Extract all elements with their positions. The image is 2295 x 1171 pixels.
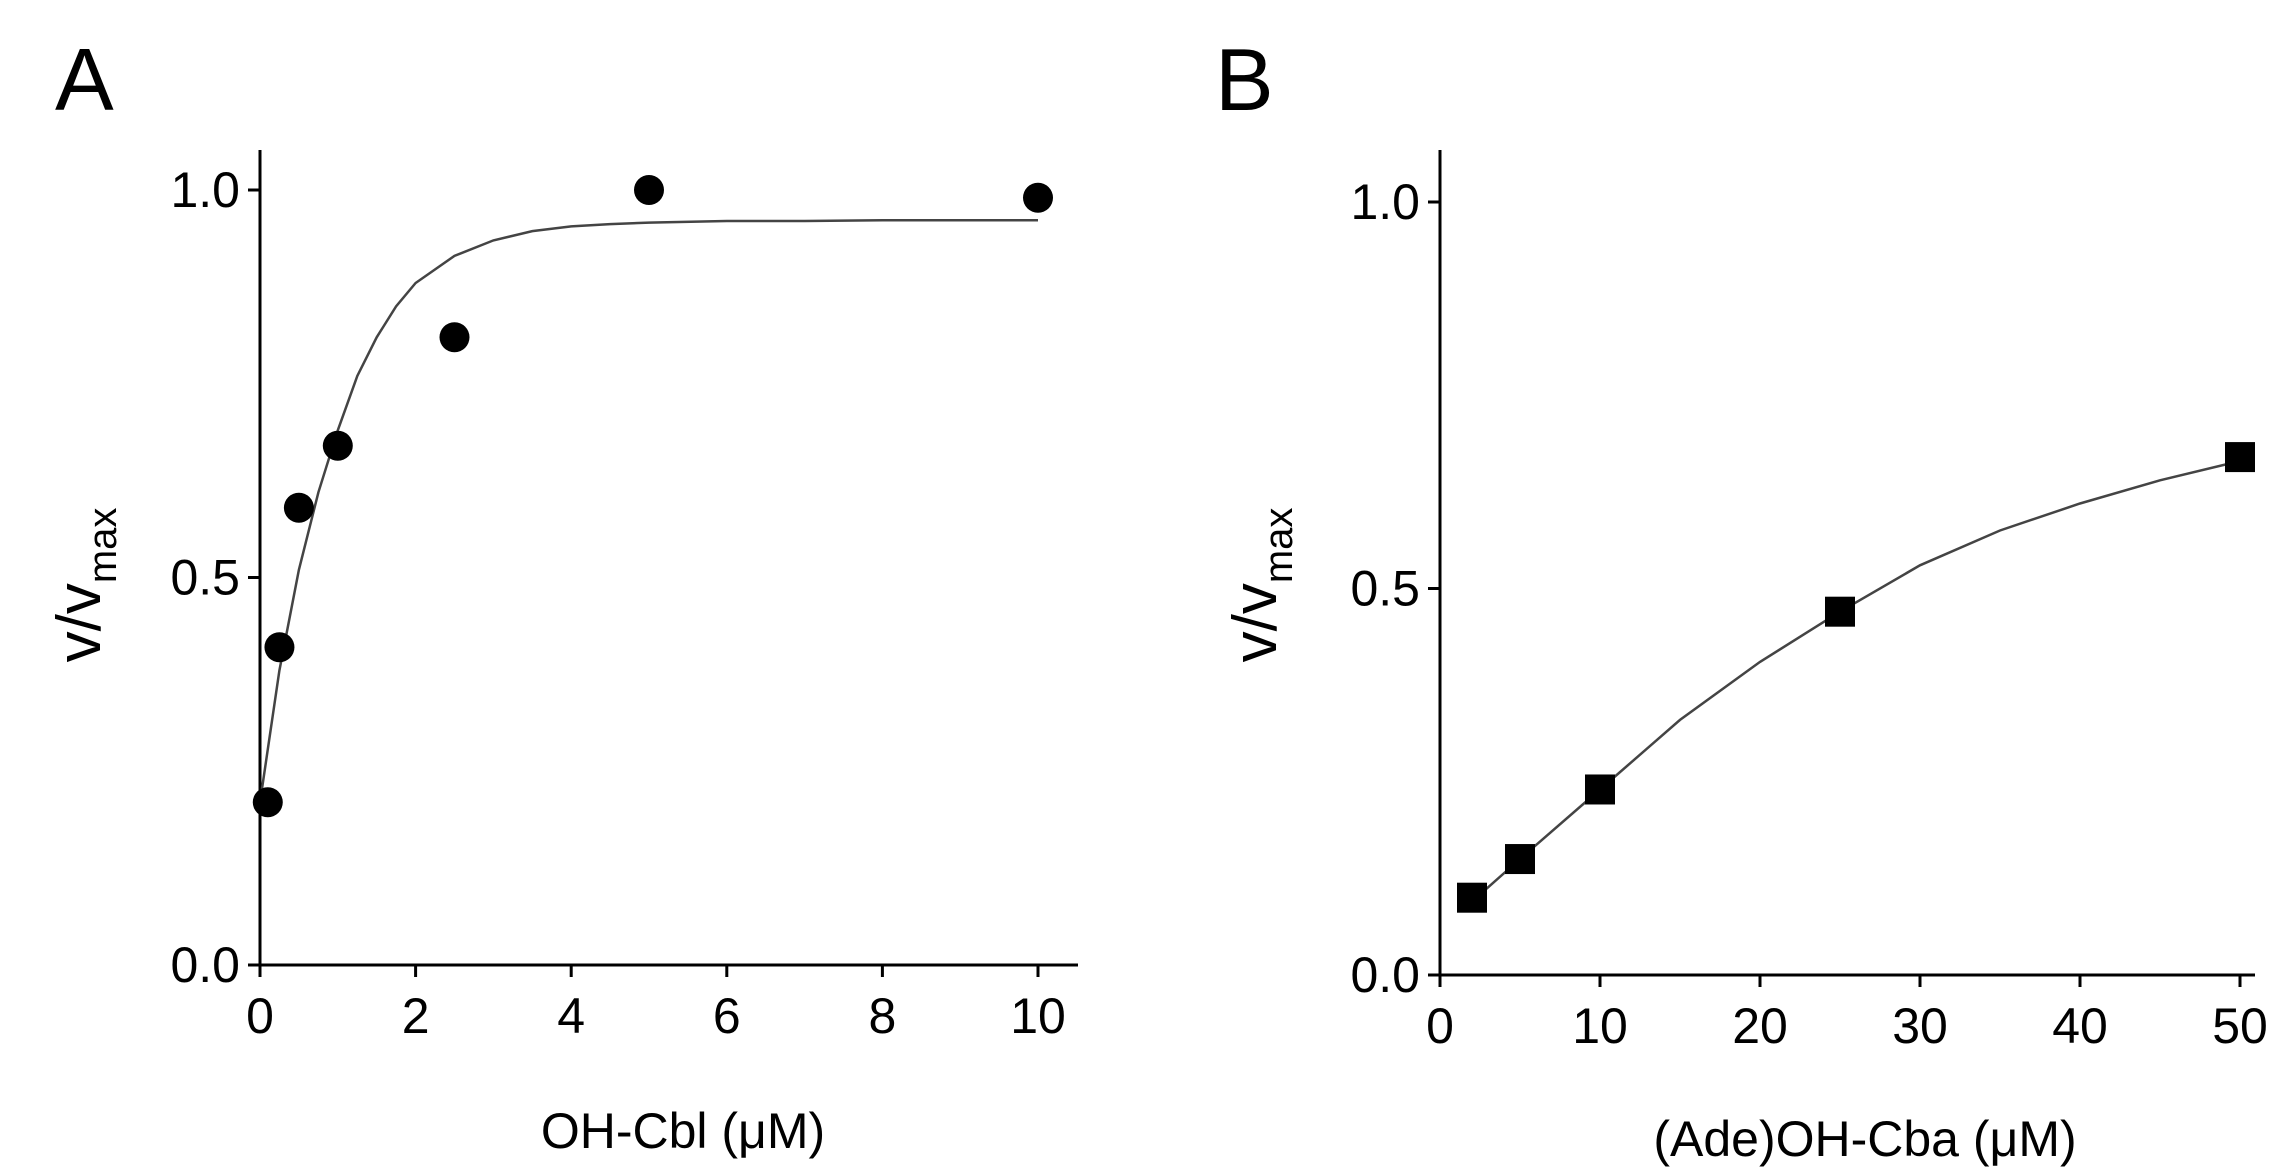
panel-b-data-point	[1825, 596, 1855, 627]
panel-b-y-axis-title: v/vmax	[1221, 508, 1301, 663]
panel-a-data-point	[264, 632, 295, 663]
panel-a-data-point	[1023, 182, 1053, 213]
panel-b-y-axis-title-sub: max	[1257, 508, 1301, 584]
panel-a-y-tick-label: 0.0	[170, 937, 240, 993]
panel-b-axes: 0.0 0.5 1.0 0 10 20 30 40 50	[1350, 150, 2268, 1054]
panel-a-x-axis-title: OH-Cbl (μM)	[541, 1103, 825, 1159]
panel-a-y-axis-title-sub: max	[81, 508, 125, 584]
panel-a-x-tick-label: 4	[557, 988, 585, 1044]
panel-b-x-tick-label: 30	[1892, 998, 1948, 1054]
panel-b-x-tick-label: 20	[1732, 998, 1788, 1054]
panel-b-y-axis-title-main: v/v	[1221, 583, 1290, 662]
panel-a-fit-curve	[258, 218, 1038, 803]
panel-a: A 0.0 0.5 1.0 0 2 4 6 8 10 OH-Cbl (μM) v/vmax	[45, 30, 1078, 1159]
panel-a-data-point	[322, 430, 353, 461]
panel-a-y-axis-title-main: v/v	[45, 583, 114, 662]
panel-b: B 0.00.51.00 10 20 30 40 50 (Ade)OH-Cba (μM) …	[1215, 30, 2268, 1167]
panel-a-y-tick-label: 0.5	[170, 550, 240, 606]
panel-b-data-point	[1505, 844, 1535, 875]
panel-b-x-axis-title: (Ade)OH-Cba (μM)	[1653, 1111, 2076, 1167]
panel-b-fit-curve	[1471, 459, 2241, 903]
panel-a-x-tick-label: 8	[868, 988, 896, 1044]
panel-a-data-point	[439, 322, 470, 353]
panel-a-data-point	[252, 787, 283, 818]
panel-b-x-tick-label: 0	[1426, 998, 1454, 1054]
panel-a-data-points	[252, 175, 1053, 818]
panel-a-x-tick-label: 10	[1010, 988, 1066, 1044]
panel-a-x-tick-label: 6	[713, 988, 741, 1044]
panel-b-letter: B	[1215, 30, 1274, 129]
panel-b-y-tick-label: 0.5	[1350, 561, 1420, 617]
panel-b-y-tick-label: 0.0	[1350, 947, 1420, 1003]
panel-b-data-point	[2225, 442, 2255, 473]
panel-b-y-tick-label: 1.0	[1350, 174, 1420, 230]
panel-a-y-tick-label: 1.0	[170, 162, 240, 218]
panel-b-x-tick-label: 50	[2212, 998, 2268, 1054]
panel-a-data-point	[634, 175, 664, 205]
panel-b-data-points	[1457, 442, 2255, 913]
panel-a-axes: 0.0 0.5 1.0 0 2 4 6 8 10	[170, 150, 1078, 1044]
panel-b-x-tick-label: 40	[2052, 998, 2108, 1054]
panel-a-x-tick-label: 0	[246, 988, 274, 1044]
panel-b-data-point	[1457, 882, 1487, 913]
panel-b-x-tick-label: 10	[1572, 998, 1628, 1054]
panel-b-data-point	[1585, 774, 1615, 805]
panel-a-y-axis-title: v/vmax	[45, 508, 125, 663]
panel-a-data-point	[283, 492, 314, 523]
panel-a-x-tick-label: 2	[402, 988, 430, 1044]
panel-a-letter: A	[55, 30, 114, 129]
